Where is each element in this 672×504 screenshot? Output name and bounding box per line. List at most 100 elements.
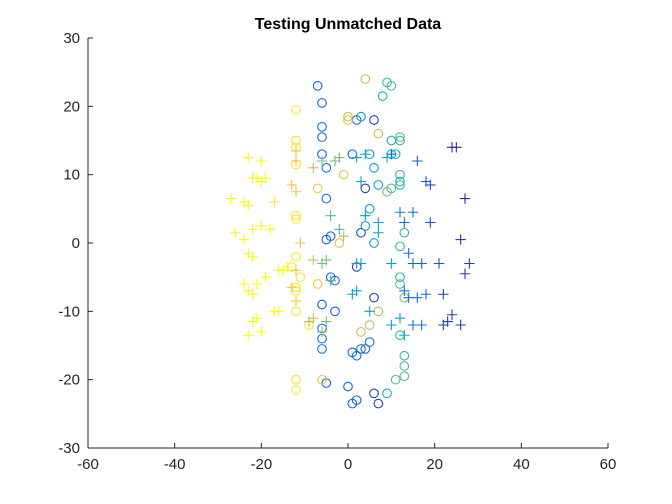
circle-marker	[291, 214, 301, 224]
plus-marker	[399, 285, 410, 297]
circle-marker	[291, 251, 301, 262]
x-tick-label: 40	[513, 456, 530, 473]
circle-marker	[395, 176, 405, 187]
plus-marker	[399, 217, 410, 228]
plus-marker	[256, 155, 267, 167]
circle-marker	[399, 350, 410, 361]
plus-marker	[407, 207, 419, 218]
circle-marker	[351, 350, 362, 361]
circle-marker	[360, 183, 371, 194]
plus-marker	[360, 210, 371, 221]
plus-marker	[438, 289, 449, 300]
plus-marker	[308, 162, 319, 174]
plus-marker	[264, 224, 276, 235]
circle-marker	[317, 299, 327, 310]
y-tick-label: -10	[58, 303, 80, 320]
plus-marker	[316, 155, 328, 167]
plus-marker	[243, 152, 254, 163]
circle-marker	[291, 210, 301, 221]
circle-marker	[317, 98, 327, 108]
circle-marker	[317, 344, 327, 354]
circle-marker	[395, 135, 405, 146]
plus-marker	[329, 155, 341, 167]
circle-marker	[291, 385, 301, 395]
circle-marker	[356, 344, 366, 354]
circle-marker	[390, 374, 401, 385]
circle-marker	[321, 162, 332, 173]
plus-marker	[351, 152, 362, 163]
plus-marker	[386, 258, 397, 269]
circle-marker	[395, 169, 405, 180]
plus-marker	[455, 234, 466, 245]
circle-marker	[395, 272, 405, 283]
circle-series	[286, 74, 410, 409]
circle-marker	[356, 111, 366, 122]
plus-marker	[433, 258, 445, 269]
y-tick-label: -20	[58, 372, 80, 389]
plus-marker	[425, 217, 436, 228]
plus-marker	[238, 234, 250, 245]
plus-marker	[295, 237, 306, 249]
plus-marker	[243, 200, 254, 211]
circle-marker	[317, 374, 327, 385]
circle-marker	[364, 203, 375, 214]
plus-marker	[308, 254, 319, 266]
circle-marker	[386, 80, 397, 91]
circle-marker	[395, 279, 405, 289]
plus-marker	[247, 251, 258, 262]
x-tick-label: 20	[426, 456, 443, 473]
axes: -60 -40 -20 0 20 40 60 -30 -20 -10 0 10 20 30	[58, 30, 616, 473]
plus-marker	[290, 155, 302, 167]
circle-marker	[291, 104, 301, 115]
circle-marker	[360, 344, 371, 354]
y-tick-label: 0	[72, 235, 80, 252]
circle-marker	[330, 306, 340, 317]
plus-marker	[420, 289, 432, 300]
circle-marker	[295, 272, 306, 283]
plus-marker	[373, 227, 384, 238]
plus-marker	[351, 285, 362, 297]
plus-marker	[256, 326, 267, 338]
plus-marker	[260, 172, 271, 184]
plus-marker	[412, 155, 423, 167]
plus-marker	[230, 227, 241, 238]
circle-marker	[382, 186, 392, 197]
plus-marker	[381, 152, 393, 163]
plus-marker	[247, 316, 258, 327]
x-tick-label: -40	[164, 456, 186, 473]
circle-marker	[360, 74, 371, 84]
circle-marker	[317, 121, 327, 132]
x-tick-label: -60	[77, 456, 99, 473]
circle-marker	[373, 398, 384, 409]
plus-marker	[303, 316, 315, 327]
plus-marker	[273, 265, 284, 276]
circle-marker	[364, 320, 375, 330]
y-tick-label: 10	[63, 167, 80, 184]
plus-marker	[399, 330, 410, 341]
circle-marker	[321, 193, 332, 204]
circle-marker	[291, 374, 301, 385]
plus-marker	[325, 275, 336, 286]
circle-marker	[369, 388, 379, 399]
plus-marker	[290, 295, 302, 307]
circle-marker	[291, 306, 301, 317]
plus-marker	[386, 319, 397, 331]
circle-marker	[351, 395, 362, 406]
circle-marker	[399, 361, 410, 371]
plus-marker	[416, 319, 427, 331]
circle-marker	[312, 80, 323, 91]
plus-marker	[238, 278, 250, 290]
plus-marker	[247, 289, 258, 300]
circle-marker	[291, 135, 301, 146]
plus-marker	[455, 319, 466, 331]
plus-marker	[321, 316, 332, 327]
circle-marker	[317, 132, 327, 142]
plus-marker	[407, 258, 419, 269]
x-tick-label: 60	[600, 456, 617, 473]
circle-marker	[364, 337, 375, 347]
plus-marker	[351, 258, 362, 269]
circle-marker	[395, 132, 405, 142]
circle-marker	[369, 162, 379, 173]
